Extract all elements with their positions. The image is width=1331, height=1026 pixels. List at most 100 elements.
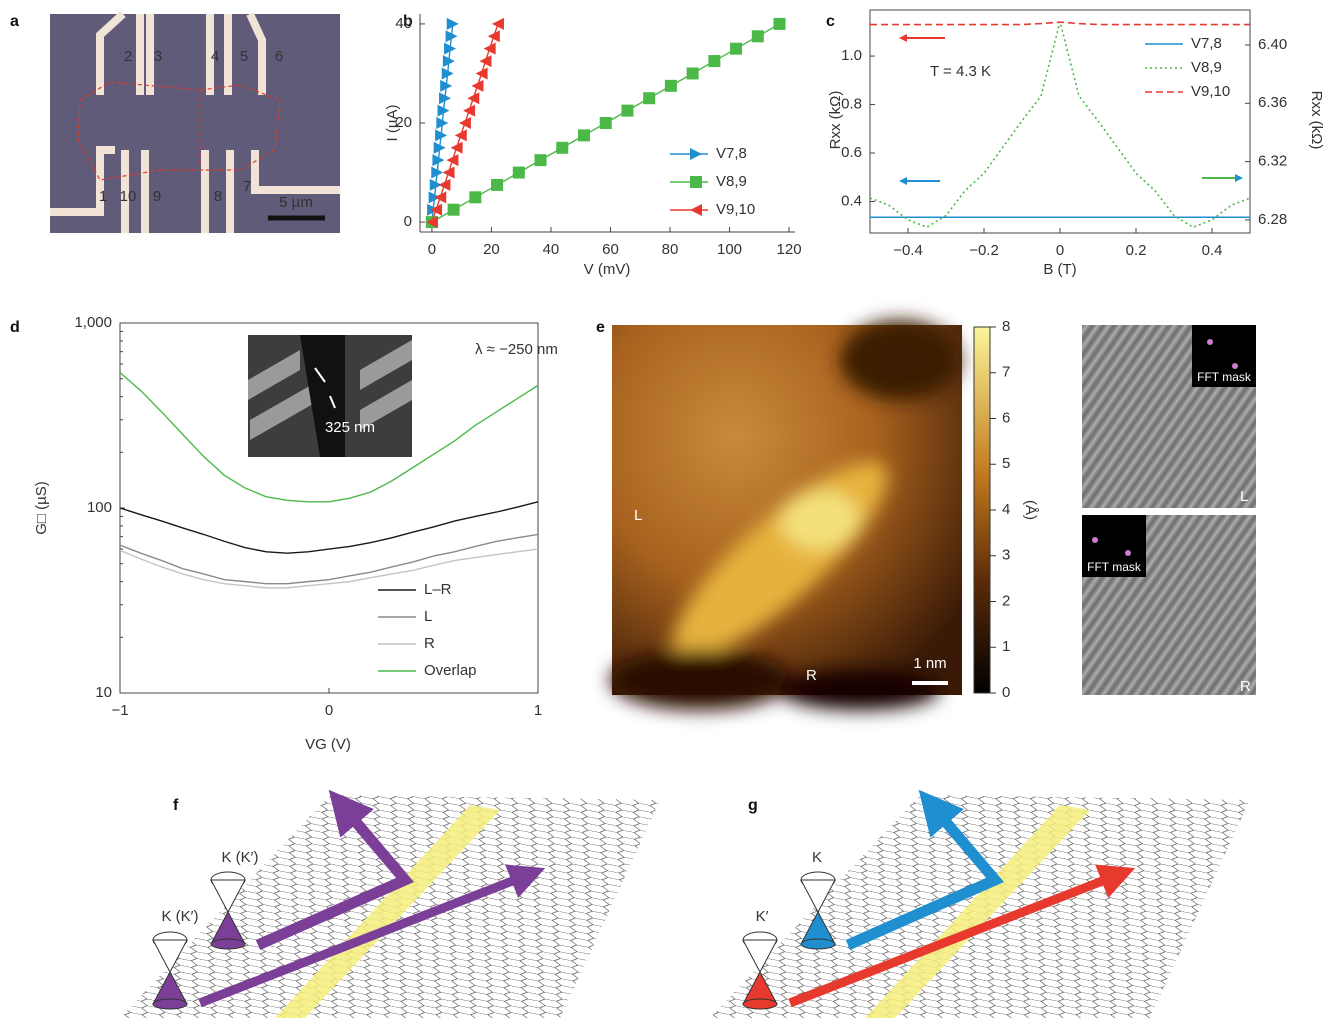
marker [471, 79, 484, 92]
panel-letter: b [403, 13, 413, 30]
panel-letter: g [748, 797, 758, 814]
electrodes [50, 11, 340, 233]
legend-label: V8,9 [716, 173, 747, 190]
series-line [119, 501, 539, 554]
series-line [119, 548, 539, 589]
marker [431, 166, 444, 179]
marker [730, 42, 743, 55]
y-tick-label: 0.8 [841, 96, 862, 113]
colorbar-tick-label: 2 [1002, 592, 1010, 609]
y-tick-label: 20 [395, 114, 412, 131]
marker [463, 104, 476, 117]
fft-spot [1125, 550, 1131, 556]
contact-label: 8 [214, 188, 222, 205]
marker [556, 141, 569, 154]
marker [534, 154, 547, 167]
marker [664, 79, 677, 92]
cone-upper [152, 939, 188, 974]
legend-label: R [424, 635, 435, 652]
marker [439, 92, 451, 105]
inset-electrodes [248, 340, 412, 440]
series-line [119, 533, 539, 585]
x-tick-label: 120 [777, 241, 802, 258]
panel-letter: e [596, 319, 605, 336]
contact-label: 6 [275, 48, 283, 65]
legend-label: V9,10 [716, 201, 755, 218]
cone-base [152, 998, 188, 1010]
annotation: λ ≈ −250 nm [475, 341, 558, 358]
marker [469, 191, 482, 204]
cone-label: K′ [756, 908, 769, 925]
marker [433, 141, 446, 154]
sem-inset [248, 335, 412, 457]
stm-label: L [634, 507, 642, 524]
colorbar-tick-label: 3 [1002, 547, 1010, 564]
y-tick-label: 0.4 [841, 192, 862, 209]
cone-upper [742, 939, 778, 974]
cone-base [742, 998, 778, 1010]
cone-base [210, 938, 246, 950]
y-tick-label: 10 [95, 684, 112, 701]
legend-label: V7,8 [716, 145, 747, 162]
colorbar-tick-label: 6 [1002, 409, 1010, 426]
colorbar-ticks: 0 1 2 3 4 5 6 7 8 [990, 318, 1010, 701]
marker [436, 117, 449, 129]
fft-images [1082, 325, 1256, 695]
y2-tick-label: 6.32 [1258, 153, 1287, 170]
marker [773, 17, 786, 30]
y2-tick-label: 6.36 [1258, 94, 1287, 111]
y-tick-label: 1,000 [74, 314, 112, 331]
annotation: T = 4.3 K [930, 63, 991, 80]
y-axis-label: I (µA) [384, 105, 401, 142]
marker [446, 17, 459, 30]
contact-label: 2 [124, 48, 132, 65]
valley-arrow [255, 789, 414, 951]
marker [479, 55, 492, 68]
inset-label: 325 nm [325, 419, 375, 436]
micrograph [50, 11, 340, 233]
marker [458, 117, 471, 129]
marker [512, 166, 525, 179]
cone-label: K [812, 849, 822, 866]
marker [475, 67, 488, 80]
marker [447, 203, 460, 216]
marker [690, 204, 702, 216]
legend-label: V8,9 [1191, 59, 1222, 76]
legend-label: L–R [424, 581, 452, 598]
marker [483, 42, 496, 55]
marker [438, 178, 451, 191]
x-tick-label: 0 [325, 702, 333, 719]
contact-labels: 1 2 3 4 5 6 7 8 9 10 [99, 48, 283, 205]
marker [445, 30, 458, 43]
y-tick-label: 0 [404, 213, 412, 230]
colorbar-tick-label: 0 [1002, 684, 1010, 701]
colorbar-tick-label: 4 [1002, 501, 1010, 518]
panel-letter: a [10, 13, 19, 30]
colorbar-tick-label: 5 [1002, 455, 1010, 472]
domain-wall [275, 805, 500, 1018]
x-tick-label: −0.2 [969, 242, 999, 259]
stm-label: R [806, 667, 817, 684]
panel-letter: f [173, 797, 179, 814]
legend-label: Overlap [424, 662, 477, 679]
fft-label: L [1240, 488, 1248, 505]
marker [450, 141, 463, 154]
marker [440, 79, 453, 92]
fft-spot [1232, 363, 1238, 369]
marker [643, 92, 656, 105]
x-tick-label: 1 [534, 702, 542, 719]
y-axis-label: G□ (µS) [33, 481, 50, 535]
x-tick-label: 100 [717, 241, 742, 258]
valley-arrow [198, 864, 546, 1008]
contact-label: 5 [240, 48, 248, 65]
colorbar-tick-label: 8 [1002, 318, 1010, 335]
panel-letter: d [10, 319, 20, 336]
fft-spot [1207, 339, 1213, 345]
series-line [870, 21, 1250, 26]
marker [442, 166, 455, 179]
chart: d −1 0 1 10 100 1,000 VG (V) G□ (µS) λ ≈ −250 nm 3… [10, 314, 558, 753]
cone-upper [800, 879, 836, 914]
colorbar-label: (Å) [1022, 500, 1039, 520]
